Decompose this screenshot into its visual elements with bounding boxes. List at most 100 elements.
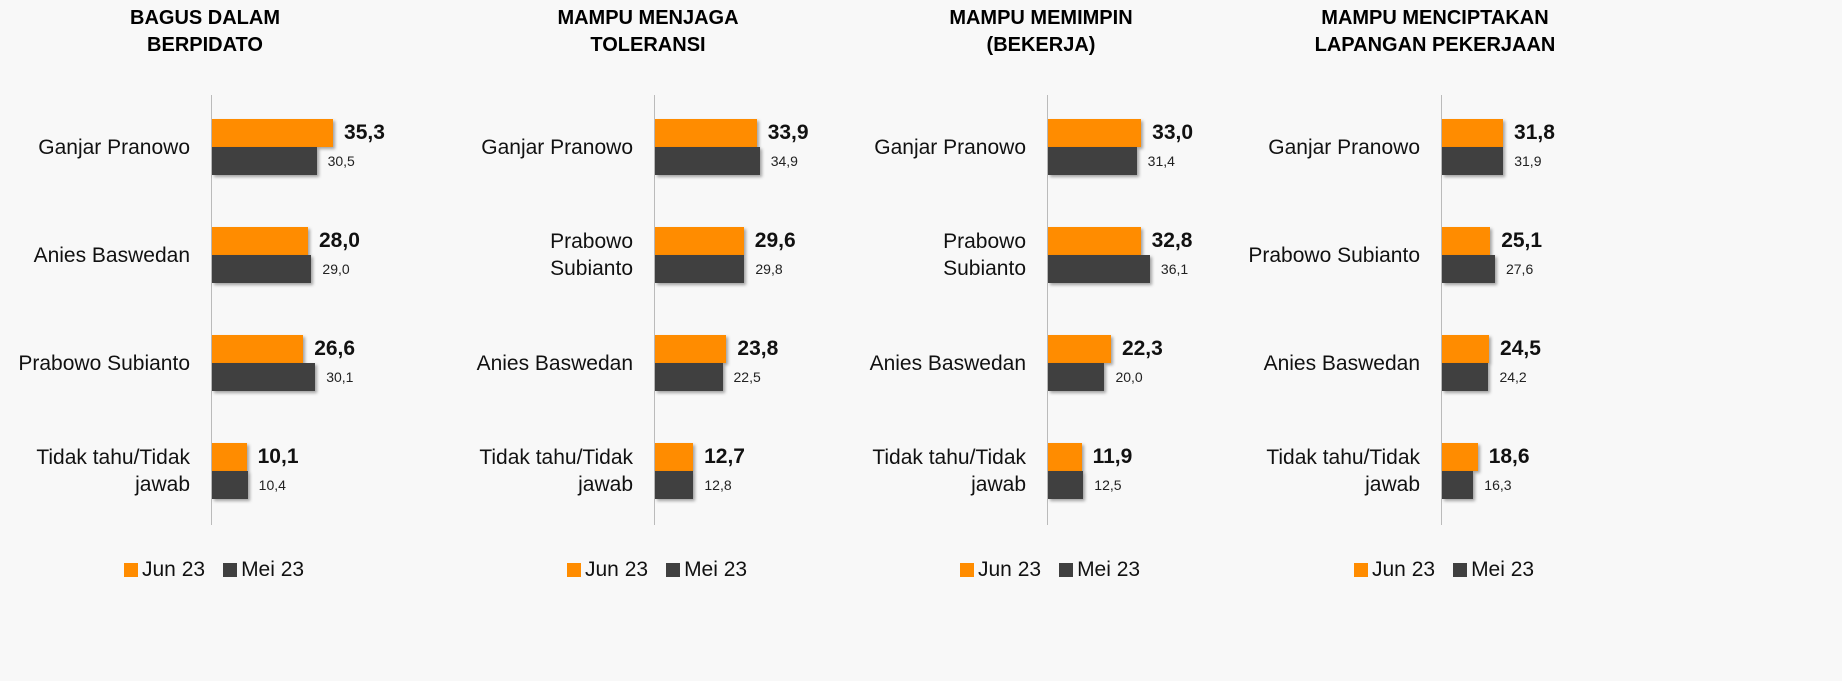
value-label: 25,1 (1501, 229, 1543, 252)
category-label: Prabowo Subianto (550, 230, 633, 280)
bar (1048, 471, 1084, 499)
bar (212, 335, 304, 363)
legend-swatch (1453, 563, 1468, 577)
value-label: 30,1 (326, 369, 354, 385)
bar (1048, 363, 1105, 391)
value-label: 36,1 (1160, 261, 1189, 277)
bar (655, 443, 694, 471)
value-label: 12,7 (704, 445, 745, 468)
category-label: Tidak tahu/Tidak jawab (36, 446, 190, 496)
legend-swatch (666, 563, 681, 577)
value-label: 16,3 (1484, 477, 1512, 493)
legend-item: Mei 23 (223, 558, 304, 582)
value-label: 28,0 (319, 229, 360, 252)
axis-line (654, 95, 655, 525)
category-label: Anies Baswedan (869, 351, 1026, 375)
legend-item: Mei 23 (1453, 558, 1534, 582)
legend-label: Mei 23 (684, 558, 748, 581)
legend-label: Jun 23 (142, 558, 206, 581)
legend-label: Jun 23 (585, 558, 649, 581)
value-label: 22,5 (733, 369, 761, 385)
legend: Jun 23 Mei 23 (960, 558, 1140, 582)
bar (1442, 443, 1478, 471)
bar (655, 227, 744, 255)
bar (1442, 119, 1504, 147)
value-label: 12,5 (1094, 477, 1122, 493)
bar (1048, 443, 1082, 471)
value-label: 35,3 (344, 121, 385, 144)
bar (212, 471, 248, 499)
legend: Jun 23 Mei 23 (567, 558, 747, 582)
bar (1442, 147, 1504, 175)
bar (655, 147, 760, 175)
legend-label: Mei 23 (1471, 558, 1535, 581)
legend-label: Mei 23 (1077, 558, 1141, 581)
value-label: 32,8 (1151, 229, 1193, 252)
bar (1048, 227, 1141, 255)
bar (1442, 471, 1474, 499)
value-label: 29,6 (754, 229, 796, 252)
legend-item: Jun 23 (124, 558, 205, 582)
value-label: 27,6 (1505, 261, 1534, 277)
bar (655, 363, 723, 391)
bar (1048, 119, 1142, 147)
category-label: Prabowo Subianto (1248, 243, 1420, 267)
value-label: 11,9 (1092, 445, 1133, 468)
legend-item: Jun 23 (567, 558, 648, 582)
value-label: 18,6 (1488, 445, 1530, 468)
value-label: 23,8 (737, 337, 779, 360)
value-label: 33,0 (1152, 121, 1194, 144)
value-label: 31,8 (1514, 121, 1555, 144)
legend-swatch (960, 563, 974, 577)
bar (1442, 255, 1495, 283)
category-label: Tidak tahu/Tidak jawab (1266, 446, 1420, 496)
value-label: 22,3 (1121, 337, 1163, 360)
category-label: Ganjar Pranowo (38, 135, 190, 159)
category-label: Ganjar Pranowo (874, 135, 1026, 159)
value-label: 24,2 (1499, 369, 1527, 385)
bar (212, 255, 312, 283)
legend-swatch (1059, 563, 1074, 577)
bar (655, 119, 757, 147)
bar (212, 147, 317, 175)
bar (212, 443, 247, 471)
category-label: Prabowo Subianto (943, 230, 1026, 280)
legend-label: Jun 23 (978, 558, 1042, 581)
legend-swatch (1354, 563, 1368, 577)
legend-item: Jun 23 (1354, 558, 1435, 582)
legend-label: Jun 23 (1372, 558, 1436, 581)
legend-swatch (567, 563, 581, 577)
bar (1442, 227, 1491, 255)
axis-line (1441, 95, 1442, 525)
category-label: Anies Baswedan (33, 243, 190, 267)
legend-swatch (223, 563, 238, 577)
value-label: 10,4 (258, 477, 286, 493)
value-label: 31,9 (1514, 153, 1542, 169)
category-label: Anies Baswedan (476, 351, 633, 375)
chart-title: BAGUS DALAM BERPIDATO (130, 7, 280, 56)
category-label: Tidak tahu/Tidak jawab (872, 446, 1026, 496)
bar (655, 471, 694, 499)
bar (212, 363, 316, 391)
value-label: 31,4 (1147, 153, 1175, 169)
category-label: Ganjar Pranowo (1268, 135, 1420, 159)
chart-title: MAMPU MEMIMPIN (BEKERJA) (949, 7, 1133, 56)
chart-title: MAMPU MENJAGA TOLERANSI (557, 7, 739, 56)
chart-title: MAMPU MENCIPTAKAN LAPANGAN PEKERJAAN (1314, 7, 1556, 56)
bar (212, 227, 308, 255)
legend: Jun 23 Mei 23 (124, 558, 304, 582)
legend-swatch (124, 563, 138, 577)
value-label: 29,0 (322, 261, 350, 277)
legend-item: Jun 23 (960, 558, 1041, 582)
category-label: Tidak tahu/Tidak jawab (479, 446, 633, 496)
value-label: 20,0 (1115, 369, 1143, 385)
value-label: 24,5 (1500, 337, 1541, 360)
axis-line (211, 95, 212, 525)
value-label: 33,9 (767, 121, 809, 144)
value-label: 29,8 (755, 261, 783, 277)
bar (655, 335, 727, 363)
bar (1048, 255, 1150, 283)
legend: Jun 23 Mei 23 (1354, 558, 1534, 582)
value-label: 34,9 (770, 153, 798, 169)
